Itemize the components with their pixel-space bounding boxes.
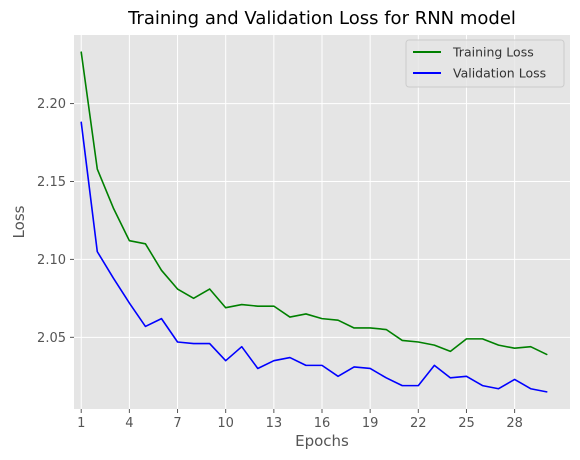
legend-box [405, 39, 565, 88]
x-tick-label: 28 [506, 416, 523, 431]
y-axis-title: Loss [10, 205, 28, 238]
legend-label-training-loss: Training Loss [452, 45, 534, 60]
y-tick-label: 2.10 [37, 253, 66, 268]
y-tick-label: 2.05 [37, 331, 66, 346]
y-axis-ticks: 2.05 2.10 2.15 2.20 [37, 97, 74, 346]
chart-title: Training and Validation Loss for RNN mod… [127, 8, 516, 29]
x-axis-ticks: 1 4 7 10 13 16 19 22 25 28 [77, 409, 523, 431]
x-tick-label: 7 [173, 416, 181, 431]
y-tick-label: 2.20 [37, 97, 66, 112]
series-line-validation-loss [80, 121, 548, 393]
x-tick-label: 10 [217, 416, 234, 431]
series-lines [80, 51, 548, 393]
series-line-training-loss [80, 51, 548, 356]
x-tick-label: 13 [266, 416, 283, 431]
y-tick-label: 2.15 [37, 175, 66, 190]
x-tick-label: 19 [362, 416, 379, 431]
x-tick-label: 1 [77, 416, 85, 431]
x-tick-label: 4 [125, 416, 133, 431]
x-tick-label: 16 [314, 416, 331, 431]
x-tick-label: 22 [410, 416, 427, 431]
x-axis-title: Epochs [295, 432, 349, 450]
legend-label-validation-loss: Validation Loss [453, 66, 546, 81]
legend: Training Loss Validation Loss [405, 39, 565, 88]
grid-lines [74, 35, 570, 409]
x-tick-label: 25 [458, 416, 475, 431]
